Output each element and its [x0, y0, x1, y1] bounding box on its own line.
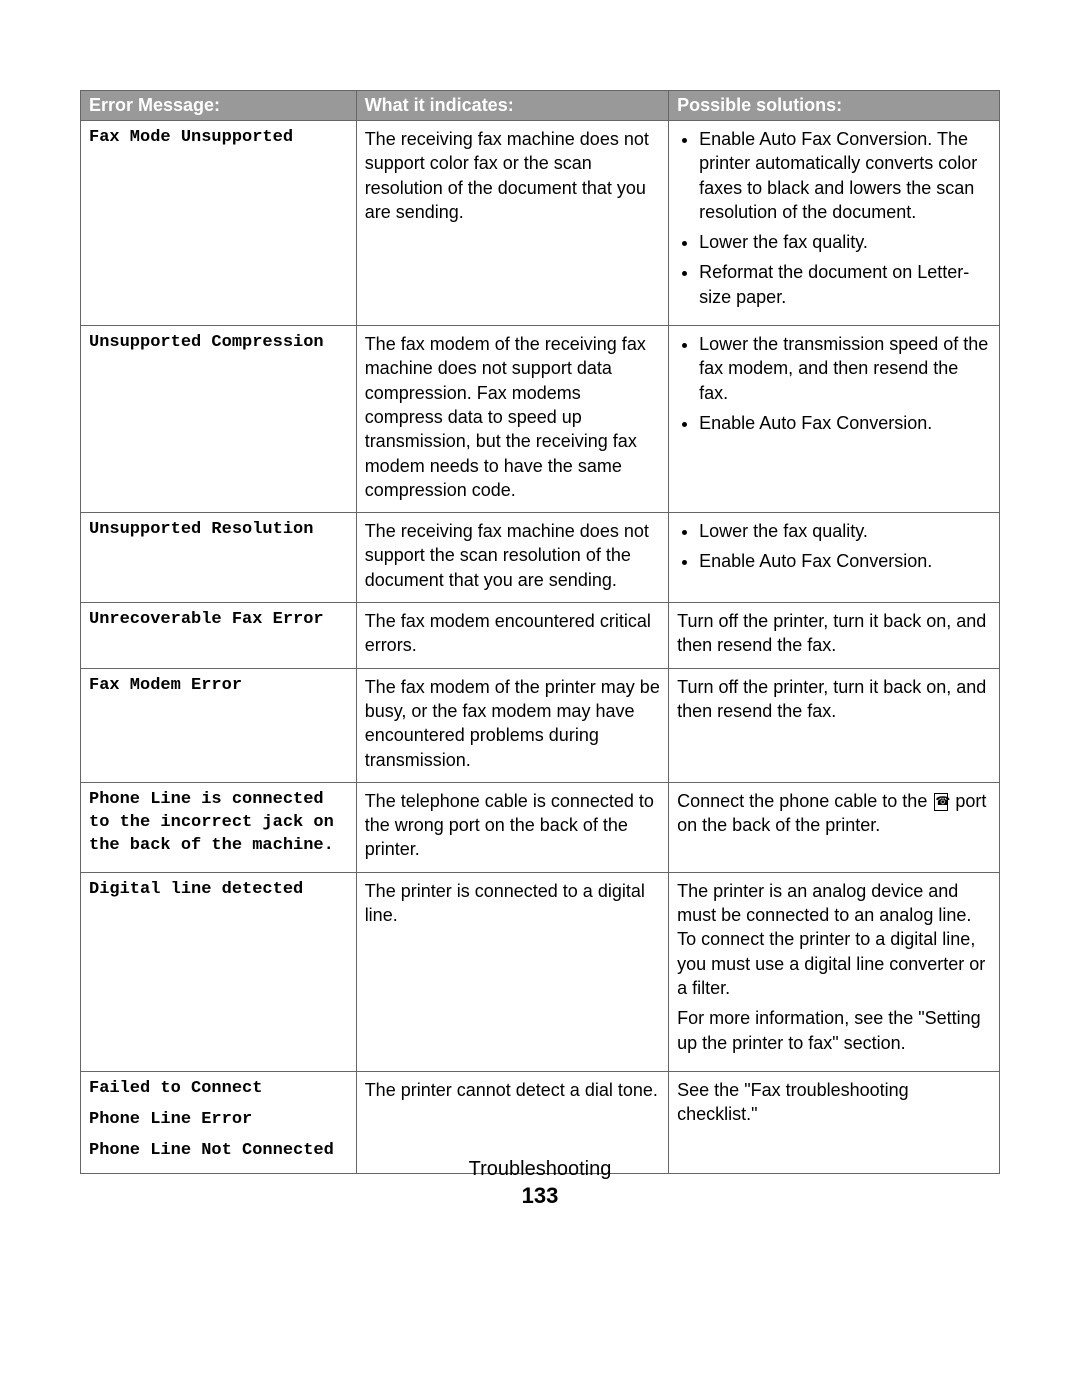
- col-header-indicates: What it indicates:: [356, 91, 668, 121]
- indicates-cell: The telephone cable is connected to the …: [356, 782, 668, 872]
- table-row: Phone Line is connected to the incorrect…: [81, 782, 1000, 872]
- table-row: Digital line detectedThe printer is conn…: [81, 872, 1000, 1071]
- solution-paragraph: For more information, see the "Setting u…: [677, 1006, 991, 1055]
- solution-item: Lower the fax quality.: [699, 519, 991, 543]
- solution-item: Lower the fax quality.: [699, 230, 991, 254]
- indicates-cell: The fax modem encountered critical error…: [356, 603, 668, 669]
- solution-item: Lower the transmission speed of the fax …: [699, 332, 991, 405]
- error-message-cell: Unsupported Resolution: [81, 513, 357, 603]
- indicates-cell: The printer is connected to a digital li…: [356, 872, 668, 1071]
- error-message-text: Phone Line Error: [89, 1109, 348, 1132]
- footer-section-title: Troubleshooting: [0, 1158, 1080, 1181]
- solutions-list: Lower the fax quality. Enable Auto Fax Co…: [677, 519, 991, 574]
- phone-port-icon: ☎: [934, 793, 948, 811]
- error-message-cell: Unsupported Compression: [81, 326, 357, 513]
- error-message-cell: Unrecoverable Fax Error: [81, 603, 357, 669]
- header-row: Error Message: What it indicates: Possib…: [81, 91, 1000, 121]
- error-message-text: Failed to Connect: [89, 1078, 348, 1101]
- solutions-cell: Connect the phone cable to the ☎ port on…: [669, 782, 1000, 872]
- table-row: Fax Mode UnsupportedThe receiving fax ma…: [81, 121, 1000, 326]
- solution-item: Enable Auto Fax Conversion. The printer …: [699, 127, 991, 224]
- error-message-cell: Digital line detected: [81, 872, 357, 1071]
- error-message-cell: Fax Modem Error: [81, 668, 357, 782]
- table-row: Unsupported ResolutionThe receiving fax …: [81, 513, 1000, 603]
- error-message-cell: Fax Mode Unsupported: [81, 121, 357, 326]
- solutions-cell: Turn off the printer, turn it back on, a…: [669, 668, 1000, 782]
- solutions-list: Lower the transmission speed of the fax …: [677, 332, 991, 435]
- indicates-cell: The receiving fax machine does not suppo…: [356, 513, 668, 603]
- error-message-cell: Phone Line is connected to the incorrect…: [81, 782, 357, 872]
- solution-item: Enable Auto Fax Conversion.: [699, 411, 991, 435]
- document-page: Error Message: What it indicates: Possib…: [0, 0, 1080, 1174]
- table-row: Fax Modem ErrorThe fax modem of the prin…: [81, 668, 1000, 782]
- error-table: Error Message: What it indicates: Possib…: [80, 90, 1000, 1174]
- solutions-cell: Enable Auto Fax Conversion. The printer …: [669, 121, 1000, 326]
- solutions-cell: Turn off the printer, turn it back on, a…: [669, 603, 1000, 669]
- indicates-cell: The fax modem of the printer may be busy…: [356, 668, 668, 782]
- page-footer: Troubleshooting 133: [0, 1158, 1080, 1209]
- indicates-cell: The receiving fax machine does not suppo…: [356, 121, 668, 326]
- solutions-cell: The printer is an analog device and must…: [669, 872, 1000, 1071]
- indicates-cell: The fax modem of the receiving fax machi…: [356, 326, 668, 513]
- table-row: Unsupported CompressionThe fax modem of …: [81, 326, 1000, 513]
- solution-item: Reformat the document on Letter-size pap…: [699, 260, 991, 309]
- footer-page-number: 133: [0, 1183, 1080, 1209]
- solutions-cell: Lower the transmission speed of the fax …: [669, 326, 1000, 513]
- solutions-cell: Lower the fax quality. Enable Auto Fax Co…: [669, 513, 1000, 603]
- col-header-solutions: Possible solutions:: [669, 91, 1000, 121]
- solution-item: Enable Auto Fax Conversion.: [699, 549, 991, 573]
- solution-paragraph: The printer is an analog device and must…: [677, 879, 991, 1000]
- table-row: Unrecoverable Fax ErrorThe fax modem enc…: [81, 603, 1000, 669]
- col-header-error: Error Message:: [81, 91, 357, 121]
- solutions-list: Enable Auto Fax Conversion. The printer …: [677, 127, 991, 309]
